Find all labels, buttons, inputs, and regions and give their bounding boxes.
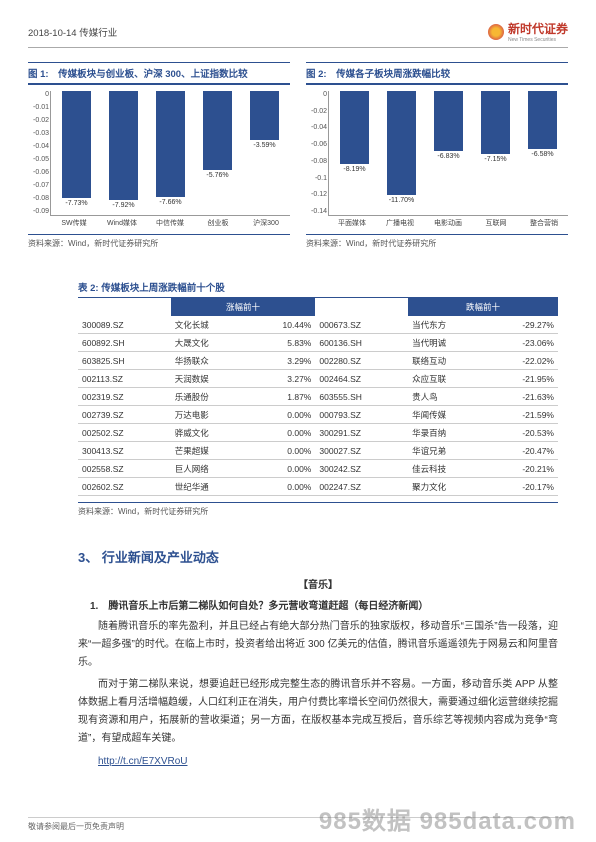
section3-sub: 【音乐】	[78, 576, 558, 591]
chart2-bars: -8.19%-11.70%-6.83%-7.15%-6.58%	[329, 91, 568, 215]
th-gainers: 涨幅前十	[171, 298, 316, 316]
chart1-title: 图 1: 传媒板块与创业板、沪深 300、上证指数比较	[28, 62, 290, 85]
table-source: 资料来源：Wind，新时代证券研究所	[78, 502, 558, 517]
section3-p2: 而对于第二梯队来说，想要追赶已经形成完整生态的腾讯音乐并不容易。一方面，移动音乐…	[78, 676, 558, 748]
charts-row: 图 1: 传媒板块与创业板、沪深 300、上证指数比较 0-0.01-0.02-…	[28, 62, 568, 249]
top10-table: 涨幅前十 跌幅前十 300089.SZ文化长城10.44%000673.SZ当代…	[78, 298, 558, 496]
th-losers: 跌幅前十	[408, 298, 558, 316]
brand-block: 新时代证券 New Times Securities	[488, 20, 568, 43]
chart2: 图 2: 传媒各子板块周涨跌幅比较 0-0.02-0.04-0.06-0.08-…	[306, 62, 568, 249]
chart2-title: 图 2: 传媒各子板块周涨跌幅比较	[306, 62, 568, 85]
chart2-source: 资料来源：Wind，新时代证券研究所	[306, 234, 568, 249]
chart2-area: 0-0.02-0.04-0.06-0.08-0.1-0.12-0.14 -8.1…	[328, 91, 568, 216]
chart1: 图 1: 传媒板块与创业板、沪深 300、上证指数比较 0-0.01-0.02-…	[28, 62, 290, 249]
chart1-area: 0-0.01-0.02-0.03-0.04-0.05-0.06-0.07-0.0…	[50, 91, 290, 216]
brand-cn: 新时代证券	[508, 20, 568, 37]
chart2-y-labels: 0-0.02-0.04-0.06-0.08-0.1-0.12-0.14	[303, 91, 327, 215]
table-section: 表 2: 传媒板块上周涨跌幅前十个股 涨幅前十 跌幅前十 300089.SZ文化…	[78, 277, 558, 517]
table-body: 300089.SZ文化长城10.44%000673.SZ当代东方-29.27%6…	[78, 316, 558, 496]
chart1-bars: -7.73%-7.92%-7.66%-5.76%-3.59%	[51, 91, 290, 215]
chart1-source: 资料来源：Wind，新时代证券研究所	[28, 234, 290, 249]
chart2-x-labels: 平面媒体广播电视电影动画互联网整合营销	[328, 218, 568, 228]
th-blank	[78, 298, 171, 316]
section3-p1: 随着腾讯音乐的率先盈利，并且已经占有绝大部分热门音乐的独家版权，移动音乐“三国杀…	[78, 618, 558, 672]
section-news: 3、 行业新闻及产业动态 【音乐】 1. 腾讯音乐上市后第二梯队如何自处？多元营…	[78, 547, 558, 767]
table-title: 表 2: 传媒板块上周涨跌幅前十个股	[78, 277, 558, 298]
brand-text: 新时代证券 New Times Securities	[508, 20, 568, 43]
watermark: 985数据 985data.com	[319, 801, 576, 836]
page: 2018-10-14 传媒行业 新时代证券 New Times Securiti…	[0, 0, 596, 842]
chart1-y-labels: 0-0.01-0.02-0.03-0.04-0.05-0.06-0.07-0.0…	[25, 91, 49, 215]
page-header: 2018-10-14 传媒行业 新时代证券 New Times Securiti…	[28, 20, 568, 48]
section3-link[interactable]: http://t.cn/E7XVRoU	[98, 756, 188, 767]
th-blank2	[315, 298, 408, 316]
footer-left: 敬请参阅最后一页免责声明	[28, 821, 124, 832]
header-date-sector: 2018-10-14 传媒行业	[28, 25, 117, 39]
section3-heading: 3、 行业新闻及产业动态	[78, 547, 558, 566]
chart1-x-labels: SW传媒Wind媒体中信传媒创业板沪深300	[50, 218, 290, 228]
section3-item: 1. 腾讯音乐上市后第二梯队如何自处？多元营收弯道赶超（每日经济新闻）	[90, 597, 558, 612]
brand-logo-icon	[488, 24, 504, 40]
brand-en: New Times Securities	[508, 37, 568, 43]
